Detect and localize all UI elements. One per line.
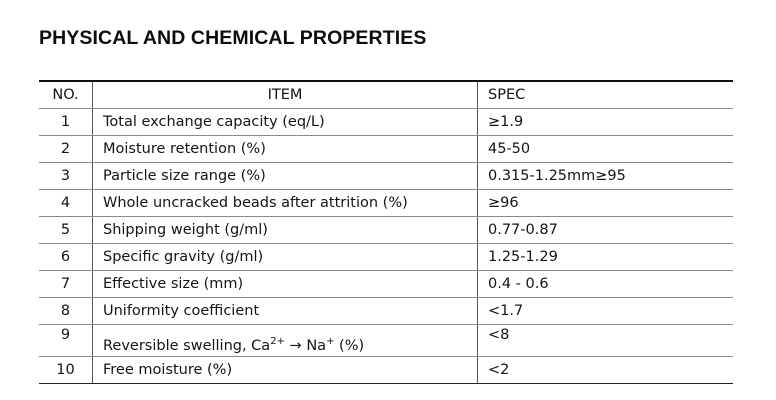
row-spec: 0.77-0.87 [477, 216, 733, 244]
table-row: 4 Whole uncracked beads after attrition … [39, 189, 733, 217]
row-spec: ≥1.9 [477, 108, 733, 136]
row-no: 9 [39, 324, 93, 357]
row-no: 7 [39, 270, 93, 298]
row-spec: 45-50 [477, 135, 733, 163]
table-row: 10 Free moisture (%) <2 [39, 356, 733, 384]
header-spec: SPEC [477, 80, 733, 109]
row-no: 8 [39, 297, 93, 325]
row-no: 3 [39, 162, 93, 190]
row-spec: 0.315-1.25mm≥95 [477, 162, 733, 190]
table-header-row: NO. ITEM SPEC [39, 80, 733, 109]
table-row: 8 Uniformity coefficient <1.7 [39, 297, 733, 325]
row-item: Moisture retention (%) [92, 135, 478, 163]
item-text-middle: → Na [284, 338, 327, 354]
row-item: Specific gravity (g/ml) [92, 243, 478, 271]
table-row: 6 Specific gravity (g/ml) 1.25-1.29 [39, 243, 733, 271]
row-item: Particle size range (%) [92, 162, 478, 190]
row-spec: 0.4 - 0.6 [477, 270, 733, 298]
table-row: 3 Particle size range (%) 0.315-1.25mm≥9… [39, 162, 733, 190]
properties-table: NO. ITEM SPEC 1 Total exchange capacity … [39, 80, 733, 384]
row-item: Total exchange capacity (eq/L) [92, 108, 478, 136]
table-row: 7 Effective size (mm) 0.4 - 0.6 [39, 270, 733, 298]
item-text-prefix: Reversible swelling, Ca [103, 338, 271, 354]
table-row: 2 Moisture retention (%) 45-50 [39, 135, 733, 163]
row-item: Effective size (mm) [92, 270, 478, 298]
row-spec: <8 [477, 324, 733, 357]
table-row: 1 Total exchange capacity (eq/L) ≥1.9 [39, 108, 733, 136]
row-spec: <2 [477, 356, 733, 384]
row-spec: 1.25-1.29 [477, 243, 733, 271]
row-no: 4 [39, 189, 93, 217]
row-spec: ≥96 [477, 189, 733, 217]
table-row: 5 Shipping weight (g/ml) 0.77-0.87 [39, 216, 733, 244]
item-text-suffix: (%) [334, 338, 365, 354]
header-item: ITEM [92, 80, 478, 109]
row-item: Shipping weight (g/ml) [92, 216, 478, 244]
row-item: Free moisture (%) [92, 356, 478, 384]
row-no: 6 [39, 243, 93, 271]
table-row: 9 Reversible swelling, Ca2+ → Na+ (%) <8 [39, 324, 733, 357]
row-item: Reversible swelling, Ca2+ → Na+ (%) [92, 324, 478, 357]
superscript-charge: + [326, 336, 335, 347]
page-title: PHYSICAL AND CHEMICAL PROPERTIES [39, 27, 427, 49]
header-no: NO. [39, 80, 93, 109]
row-item: Whole uncracked beads after attrition (%… [92, 189, 478, 217]
row-no: 5 [39, 216, 93, 244]
row-no: 10 [39, 356, 93, 384]
row-no: 1 [39, 108, 93, 136]
superscript-charge: 2+ [270, 336, 285, 347]
row-spec: <1.7 [477, 297, 733, 325]
row-no: 2 [39, 135, 93, 163]
row-item: Uniformity coefficient [92, 297, 478, 325]
